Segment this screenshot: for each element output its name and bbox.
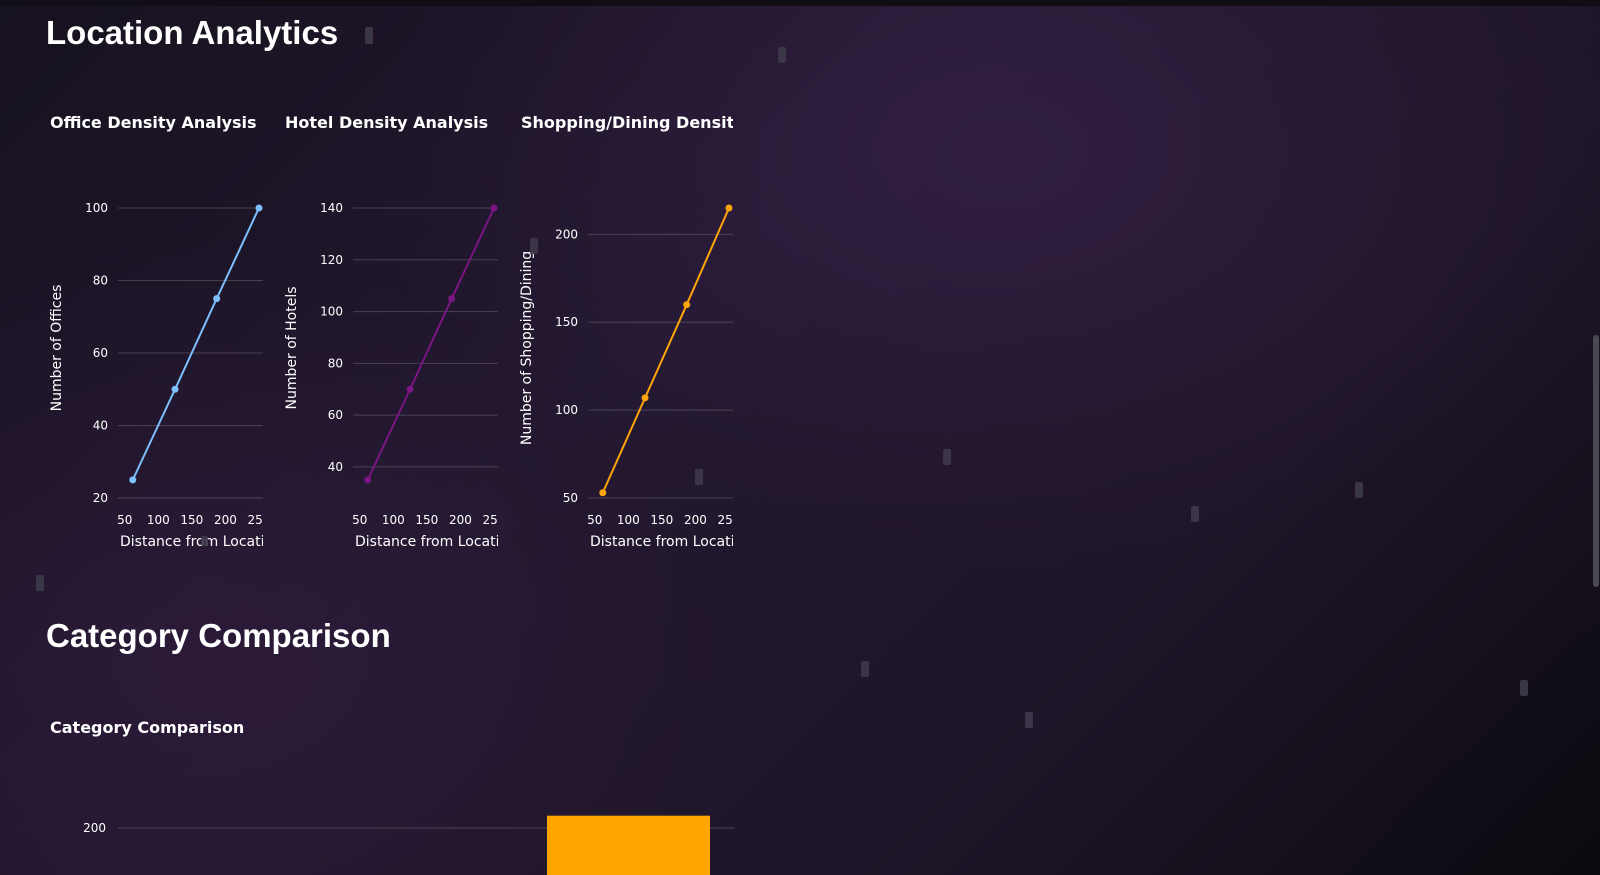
x-tick-label: 200 xyxy=(449,513,472,527)
x-tick-label: 250 xyxy=(718,513,733,527)
series-line xyxy=(601,207,730,494)
x-tick-label: 150 xyxy=(415,513,438,527)
bar xyxy=(547,815,710,875)
scrollbar-thumb[interactable] xyxy=(1593,335,1599,587)
y-tick-label: 60 xyxy=(93,346,108,360)
y-tick-label: 120 xyxy=(320,253,343,267)
y-tick-label: 40 xyxy=(93,419,108,433)
decorative-speck xyxy=(530,238,538,254)
x-tick-label: 100 xyxy=(382,513,405,527)
decorative-speck xyxy=(36,575,44,591)
hotel-chart-title: Hotel Density Analysis xyxy=(285,113,489,132)
x-tick-label: 100 xyxy=(617,513,640,527)
y-tick-label: 40 xyxy=(328,460,343,474)
data-point xyxy=(364,476,372,484)
decorative-speck xyxy=(861,661,869,677)
data-point xyxy=(490,204,498,212)
x-axis-label: Distance from Location xyxy=(355,534,498,550)
decorative-speck xyxy=(778,47,786,63)
category-comparison-chart: 200 xyxy=(83,815,735,875)
decorative-speck xyxy=(1025,712,1033,728)
shopping-chart-title: Shopping/Dining Density Analysis xyxy=(521,113,733,132)
hotel-density-chart: 40 60 80 100 120 140 50 100 150 200 250 Distance fr… xyxy=(284,201,498,550)
x-tick-label: 250 xyxy=(483,513,498,527)
office-chart-title: Office Density Analysis xyxy=(50,113,257,132)
y-tick-label: 200 xyxy=(555,227,578,241)
decorative-speck xyxy=(695,469,703,485)
series-line xyxy=(366,207,495,481)
y-tick-label: 150 xyxy=(555,315,578,329)
data-point xyxy=(683,301,691,309)
y-axis-label: Number of Hotels xyxy=(284,286,300,409)
y-tick-label: 50 xyxy=(563,491,578,505)
y-tick-label: 200 xyxy=(83,821,106,835)
data-point xyxy=(725,204,733,212)
x-tick-label: 50 xyxy=(587,513,602,527)
decorative-speck xyxy=(943,449,951,465)
office-density-chart: 20 40 60 80 100 50 100 150 200 250 Distance from L… xyxy=(49,201,263,550)
x-tick-label: 250 xyxy=(248,513,263,527)
section-title-category-comparison: Category Comparison xyxy=(46,617,391,654)
y-tick-label: 100 xyxy=(320,305,343,319)
y-tick-label: 100 xyxy=(85,201,108,215)
y-axis-label: Number of Shopping/Dining xyxy=(519,251,535,445)
x-tick-label: 150 xyxy=(180,513,203,527)
anchor-link-icon[interactable] xyxy=(365,27,373,44)
x-tick-label: 200 xyxy=(214,513,237,527)
section-title-location-analytics: Location Analytics xyxy=(46,14,339,51)
series-line xyxy=(131,207,260,481)
x-tick-label: 200 xyxy=(684,513,707,527)
y-tick-label: 140 xyxy=(320,201,343,215)
top-bar xyxy=(0,0,1600,6)
x-tick-label: 100 xyxy=(147,513,170,527)
decorative-speck xyxy=(1520,680,1528,696)
data-point xyxy=(406,385,414,393)
x-axis-label: Distance from Location xyxy=(590,534,733,550)
data-point xyxy=(213,295,221,303)
y-tick-label: 80 xyxy=(328,356,343,370)
y-tick-label: 20 xyxy=(93,491,108,505)
category-chart-title: Category Comparison xyxy=(50,718,245,737)
decorative-speck xyxy=(1191,506,1199,522)
data-point xyxy=(448,295,456,303)
y-tick-label: 100 xyxy=(555,403,578,417)
data-point xyxy=(171,385,179,393)
data-point xyxy=(641,394,649,402)
x-tick-label: 150 xyxy=(650,513,673,527)
data-point xyxy=(129,476,137,484)
data-point xyxy=(255,204,263,212)
x-axis-label: Distance from Location xyxy=(120,534,263,550)
decorative-speck xyxy=(201,536,208,546)
shopping-density-chart: 50 100 150 200 50 100 150 200 250 Distance from L… xyxy=(519,204,733,550)
data-point xyxy=(599,489,607,497)
y-axis-label: Number of Offices xyxy=(49,285,65,412)
x-tick-label: 50 xyxy=(117,513,132,527)
x-tick-label: 50 xyxy=(352,513,367,527)
y-tick-label: 80 xyxy=(93,274,108,288)
decorative-speck xyxy=(1355,482,1363,498)
y-tick-label: 60 xyxy=(328,408,343,422)
